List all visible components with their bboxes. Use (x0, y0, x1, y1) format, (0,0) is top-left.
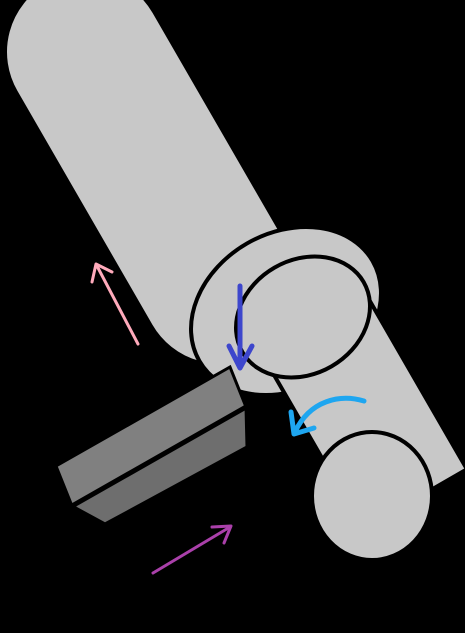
tool-edge-line (70, 404, 248, 509)
longitudinal-feed-arrow-head-icon (90, 262, 114, 284)
rotation-direction-arrow-shaft (292, 395, 367, 435)
radial-depth-of-cut-arrow-head-icon (226, 343, 255, 371)
longitudinal-feed-arrow (90, 262, 140, 346)
radial-depth-of-cut-arrow (226, 283, 255, 371)
cutting-tool (54, 364, 249, 526)
rotation-direction-arrow (288, 395, 367, 437)
rotation-direction-arrow-head-icon (288, 409, 317, 437)
end-face (310, 430, 434, 562)
tool-approach-arrow (151, 524, 233, 575)
longitudinal-feed-arrow-shaft (95, 264, 140, 346)
tool-approach-arrow-head-icon (210, 524, 233, 545)
tool-approach-arrow-shaft (151, 525, 232, 575)
